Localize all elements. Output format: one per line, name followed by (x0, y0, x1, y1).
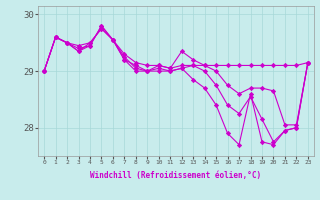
X-axis label: Windchill (Refroidissement éolien,°C): Windchill (Refroidissement éolien,°C) (91, 171, 261, 180)
